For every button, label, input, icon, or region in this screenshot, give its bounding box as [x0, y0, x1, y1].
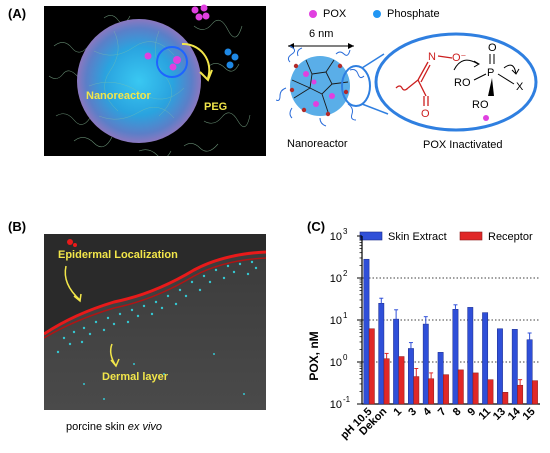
bar-skin-extract — [511, 329, 518, 405]
y-tick-label: 10 — [330, 273, 342, 285]
pox-legend-label: POX — [323, 8, 347, 20]
y-tick-label: 10 — [330, 399, 342, 411]
x-tick-label: 4 — [421, 405, 434, 418]
bar-receptor — [398, 356, 405, 405]
x-tick-label: 15 — [521, 406, 538, 423]
oxime-o-minus-label: O⁻ — [452, 52, 467, 64]
phosphate-legend-label: Phosphate — [387, 8, 440, 20]
y-tick-exponent: 2 — [343, 269, 348, 278]
bar-skin-extract — [378, 303, 385, 405]
oxime-n-label: N — [428, 51, 436, 63]
bar-receptor — [472, 372, 479, 405]
phosphate-legend-dot-icon — [373, 10, 381, 18]
bar-skin-extract — [363, 258, 370, 405]
bar-skin-extract — [452, 309, 459, 405]
x-tick-label: 1 — [391, 406, 404, 419]
peg-chains-icon — [48, 15, 251, 156]
skin-micrograph: Epidermal Localization Dermal layer — [44, 234, 266, 410]
legend-swatch-skin-extract — [359, 231, 383, 241]
y-tick-exponent: -1 — [343, 395, 351, 404]
scale-label: 6 nm — [309, 28, 333, 40]
x-tick-label: 7 — [436, 406, 449, 419]
dermal-label: Dermal layer — [102, 371, 169, 383]
pox-inactivated-caption: POX Inactivated — [423, 139, 503, 151]
x-tick-label: 3 — [406, 406, 419, 419]
y-tick-exponent: 0 — [343, 353, 348, 362]
pox-legend-item: POX — [309, 8, 346, 20]
x-tick-label: 8 — [451, 406, 464, 419]
bar-receptor — [487, 379, 494, 405]
y-tick-exponent: 1 — [343, 311, 348, 320]
skin-caption: porcine skin ex vivo — [66, 421, 162, 433]
nanoreactor-image-label: Nanoreactor — [86, 90, 152, 102]
bar-skin-extract — [482, 312, 489, 405]
skin-caption-italic: ex vivo — [127, 421, 163, 433]
x-tick-label: 9 — [466, 406, 479, 419]
p-top-o-label: O — [488, 42, 497, 54]
bar-receptor — [517, 384, 524, 405]
inactivation-scheme: 6 nm — [276, 28, 538, 132]
phosphate-legend-item: Phosphate — [373, 8, 440, 20]
panel-c-label: (C) — [307, 219, 326, 234]
bar-skin-extract — [408, 348, 414, 405]
panel-b-label: (B) — [8, 219, 27, 234]
bar-receptor — [457, 369, 464, 405]
y-tick-label: 10 — [330, 315, 342, 327]
carbonyl-o-label: O — [421, 108, 430, 120]
pox-legend-dot-icon — [309, 10, 317, 18]
nanoreactor-render: Nanoreactor PEG — [44, 6, 266, 156]
bar-skin-extract — [437, 352, 444, 405]
y-tick-exponent: 3 — [343, 228, 348, 236]
y-axis-label: POX, nM — [307, 331, 321, 380]
epidermal-label: Epidermal Localization — [58, 249, 178, 261]
bar-receptor — [413, 376, 420, 405]
bar-skin-extract — [526, 339, 533, 405]
panel-a-label: (A) — [8, 6, 27, 21]
p-label: P — [487, 67, 494, 79]
bar-receptor — [428, 378, 435, 405]
skin-caption-text: porcine skin — [66, 421, 128, 433]
bar-receptor — [443, 374, 449, 405]
y-tick-label: 10 — [330, 231, 342, 243]
bar-skin-extract — [467, 307, 474, 405]
legend-label-receptor: Receptor — [488, 231, 533, 243]
ro1-label: RO — [454, 77, 471, 89]
peg-label: PEG — [204, 101, 227, 113]
nanoreactor-caption: Nanoreactor — [287, 138, 348, 150]
legend-label-skin-extract: Skin Extract — [388, 231, 447, 243]
y-tick-label: 10 — [330, 357, 342, 369]
bar-receptor — [383, 358, 390, 405]
legend-swatch-receptor — [459, 231, 483, 241]
x-label: X — [516, 81, 524, 93]
bar-receptor — [502, 392, 509, 405]
nanoreactor-sketch-icon — [276, 45, 365, 127]
released-molecules-icon — [191, 4, 239, 69]
bar-skin-extract — [393, 318, 400, 405]
bar-skin-extract — [422, 323, 429, 405]
ro2-label: RO — [472, 99, 489, 111]
bar-skin-extract — [497, 328, 503, 405]
bar-receptor — [368, 328, 375, 405]
bar-receptor — [532, 380, 538, 405]
